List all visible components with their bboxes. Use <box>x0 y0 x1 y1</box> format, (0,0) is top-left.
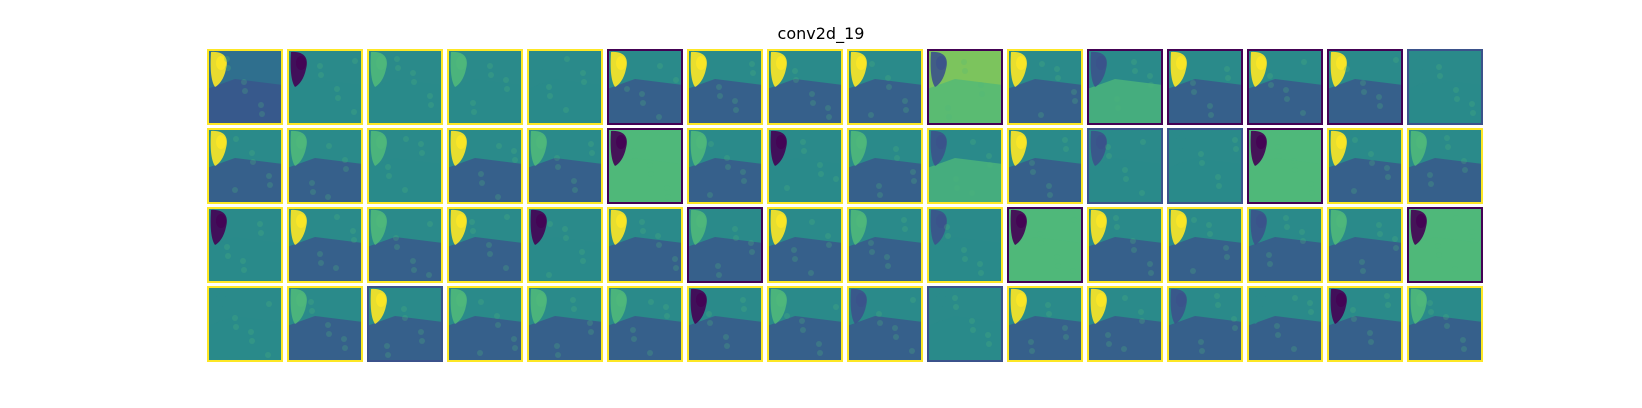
feature-map-tile <box>287 128 363 204</box>
feature-map-tile <box>1007 207 1083 283</box>
feature-map-tile <box>207 286 283 362</box>
feature-map-tile <box>1007 286 1083 362</box>
feature-map-tile <box>367 128 443 204</box>
feature-map-tile <box>527 49 603 125</box>
feature-map-grid <box>206 48 1486 364</box>
feature-map-tile <box>847 286 923 362</box>
feature-map-tile <box>1247 128 1323 204</box>
feature-map-tile <box>1167 207 1243 283</box>
feature-map-tile <box>847 49 923 125</box>
feature-map-tile <box>1407 286 1483 362</box>
feature-map-tile <box>607 49 683 125</box>
feature-map-tile <box>1087 49 1163 125</box>
feature-map-tile <box>1247 49 1323 125</box>
feature-map-tile <box>1327 128 1403 204</box>
feature-map-tile <box>207 49 283 125</box>
feature-map-tile <box>1407 207 1483 283</box>
figure-title: conv2d_19 <box>777 24 865 43</box>
feature-map-tile <box>527 128 603 204</box>
feature-map-tile <box>1167 128 1243 204</box>
feature-map-tile <box>287 49 363 125</box>
feature-map-tile <box>607 128 683 204</box>
feature-map-tile <box>767 128 843 204</box>
feature-map-tile <box>767 286 843 362</box>
feature-map-tile <box>1167 286 1243 362</box>
feature-map-tile <box>1087 207 1163 283</box>
feature-map-tile <box>447 286 523 362</box>
feature-map-tile <box>1407 128 1483 204</box>
feature-map-tile <box>1007 128 1083 204</box>
feature-map-tile <box>367 49 443 125</box>
feature-map-tile <box>1247 207 1323 283</box>
feature-map-tile <box>1007 49 1083 125</box>
feature-map-tile <box>207 128 283 204</box>
feature-map-tile <box>1247 286 1323 362</box>
feature-map-tile <box>207 207 283 283</box>
feature-map-tile <box>767 49 843 125</box>
feature-map-tile <box>527 207 603 283</box>
feature-map-tile <box>607 207 683 283</box>
feature-map-tile <box>447 207 523 283</box>
feature-map-tile <box>687 286 763 362</box>
feature-map-tile <box>927 286 1003 362</box>
feature-map-tile <box>527 286 603 362</box>
feature-map-tile <box>927 128 1003 204</box>
feature-map-tile <box>847 207 923 283</box>
feature-map-tile <box>927 207 1003 283</box>
feature-map-tile <box>687 128 763 204</box>
feature-map-tile <box>687 207 763 283</box>
feature-map-tile <box>927 49 1003 125</box>
feature-map-tile <box>1327 49 1403 125</box>
feature-map-tile <box>367 286 443 362</box>
feature-map-tile <box>1087 128 1163 204</box>
feature-map-tile <box>1327 207 1403 283</box>
feature-map-tile <box>1087 286 1163 362</box>
feature-map-tile <box>447 49 523 125</box>
feature-map-tile <box>1327 286 1403 362</box>
feature-map-tile <box>687 49 763 125</box>
feature-map-tile <box>447 128 523 204</box>
feature-map-tile <box>287 207 363 283</box>
feature-map-tile <box>287 286 363 362</box>
feature-map-tile <box>1407 49 1483 125</box>
feature-map-tile <box>607 286 683 362</box>
feature-map-tile <box>767 207 843 283</box>
feature-map-tile <box>847 128 923 204</box>
feature-map-tile <box>367 207 443 283</box>
feature-map-tile <box>1167 49 1243 125</box>
